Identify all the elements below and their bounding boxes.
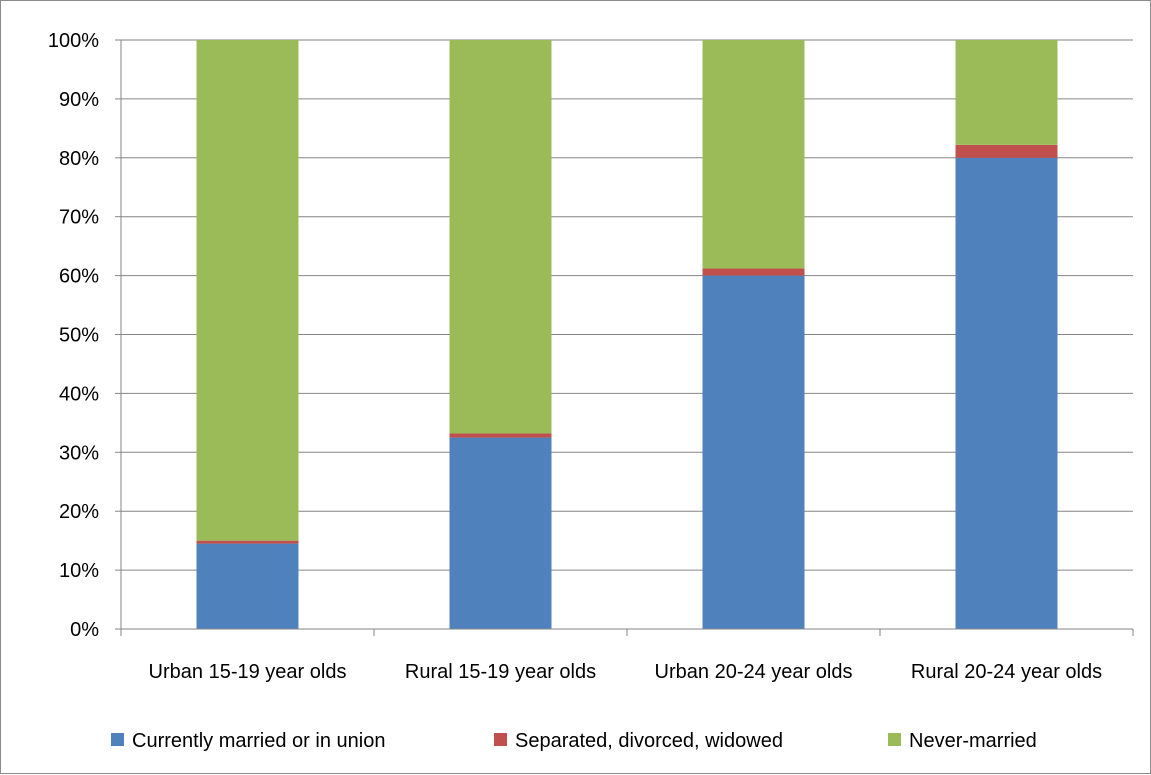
category-label: Rural 15-19 year olds bbox=[405, 661, 596, 683]
bar-segment bbox=[702, 268, 805, 276]
y-tick-label: 20% bbox=[59, 501, 99, 523]
bar-segment bbox=[449, 433, 552, 438]
y-tick-label: 70% bbox=[59, 207, 99, 229]
y-tick-labels: 0% 10% 20% 30% 40% 50% 60% 70% 80% 90% 100% bbox=[48, 30, 99, 641]
y-tick-label: 10% bbox=[59, 560, 99, 582]
legend-swatch bbox=[888, 733, 901, 746]
legend-label: Currently married or in union bbox=[132, 730, 385, 752]
y-tick-label: 40% bbox=[59, 383, 99, 405]
legend: Currently married or in union Separated, … bbox=[111, 730, 1037, 752]
bar-segment bbox=[196, 543, 299, 629]
legend-label: Never-married bbox=[909, 730, 1037, 752]
y-tick-label: 90% bbox=[59, 89, 99, 111]
legend-swatch bbox=[111, 733, 124, 746]
category-label: Urban 20-24 year olds bbox=[655, 661, 853, 683]
bar-segment bbox=[196, 540, 299, 544]
bar-segment bbox=[702, 275, 805, 629]
bars bbox=[196, 40, 1058, 630]
bar-segment bbox=[955, 157, 1058, 630]
y-tick-label: 80% bbox=[59, 148, 99, 170]
bar-segment bbox=[196, 40, 299, 541]
axes bbox=[115, 39, 1134, 636]
y-tick-label: 0% bbox=[70, 619, 99, 641]
legend-label: Separated, divorced, widowed bbox=[515, 730, 783, 752]
category-label: Urban 15-19 year olds bbox=[149, 661, 347, 683]
bar-segment bbox=[955, 144, 1058, 158]
legend-swatch bbox=[494, 733, 507, 746]
bar-segment bbox=[955, 40, 1058, 145]
bar-segment bbox=[449, 40, 552, 434]
y-tick-label: 100% bbox=[48, 30, 99, 52]
bar-segment bbox=[702, 40, 805, 269]
y-tick-label: 30% bbox=[59, 442, 99, 464]
y-tick-label: 50% bbox=[59, 325, 99, 347]
y-tick-label: 60% bbox=[59, 266, 99, 288]
category-labels: Urban 15-19 year olds Rural 15-19 year ol… bbox=[149, 661, 1103, 683]
category-label: Rural 20-24 year olds bbox=[911, 661, 1102, 683]
bar-segment bbox=[449, 437, 552, 629]
